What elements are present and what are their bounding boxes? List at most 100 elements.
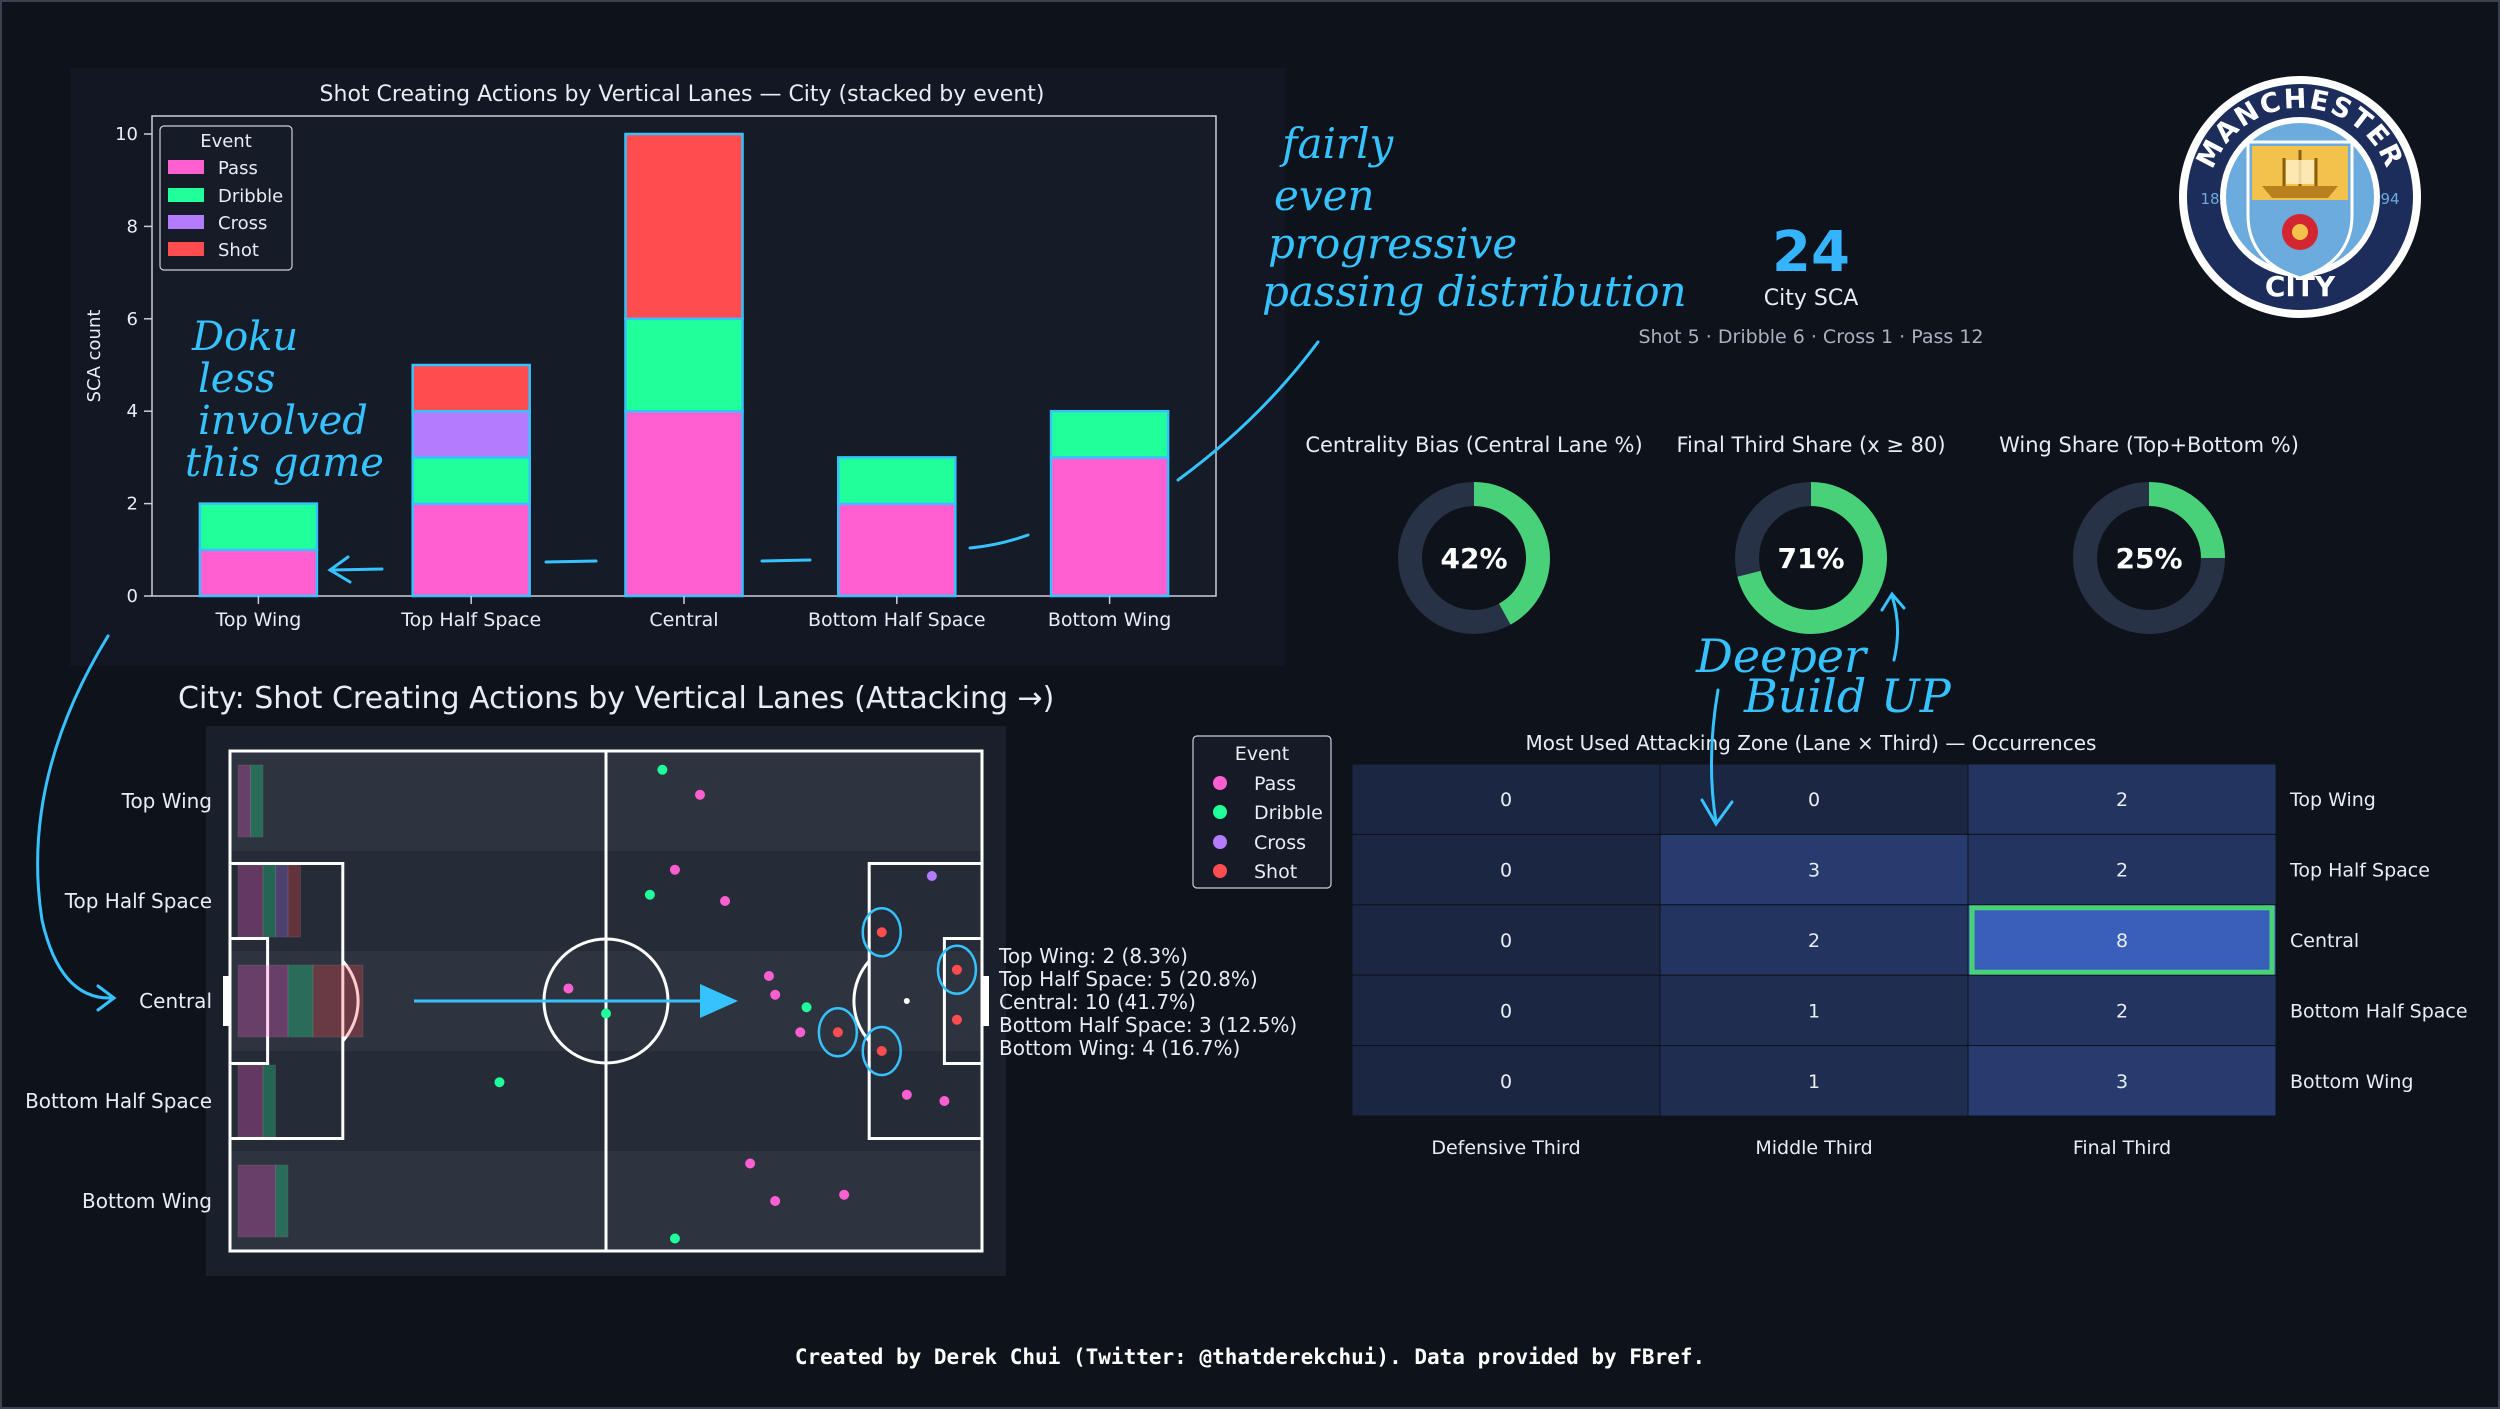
lane-label: Top Wing <box>121 789 212 813</box>
heatmap-cell <box>1659 833 1969 906</box>
curve-arrow-icon <box>1176 340 1320 482</box>
pitch <box>223 749 989 1253</box>
heatmap-cell <box>1351 974 1661 1047</box>
bar-legend-pass: Pass <box>218 158 258 179</box>
x-tick-label: Central <box>649 609 718 631</box>
y-tick-label: 0 <box>127 586 138 607</box>
left-six-yard-box <box>228 937 270 1065</box>
heatmap-row-label: Bottom Wing <box>2290 1071 2413 1093</box>
heatmap-col-label: Defensive Third <box>1431 1137 1580 1159</box>
sca-point-pass <box>770 1196 781 1206</box>
lane-label: Bottom Wing <box>82 1189 212 1213</box>
bar-segment-pass <box>624 409 744 598</box>
lane-stat: Central: 10 (41.7%) <box>999 990 1196 1014</box>
heatmap-cell-value: 3 <box>1808 860 1820 882</box>
bar-legend-shot: Shot <box>218 240 259 261</box>
lane-bar-dribble <box>250 764 264 838</box>
bar-chart-title: Shot Creating Actions by Vertical Lanes … <box>320 82 1045 107</box>
heatmap-cell-value: 0 <box>1500 930 1512 952</box>
crest-ship-icon <box>2262 186 2338 198</box>
lane-stat: Top Half Space: 5 (20.8%) <box>998 967 1258 991</box>
heatmap-cell-value: 0 <box>1500 1000 1512 1022</box>
left-curve-arrow-icon <box>36 634 114 1000</box>
heatmap-cell-value: 0 <box>1500 1071 1512 1093</box>
lane-stat: Bottom Half Space: 3 (12.5%) <box>999 1013 1297 1037</box>
heatmap-cell-value: 2 <box>2116 789 2128 811</box>
heatmap-cell <box>1967 974 2277 1047</box>
pitch-lane-labels: Top Wing Top Half Space Central Bottom Half… <box>25 789 212 1213</box>
donut-value: 42% <box>1440 542 1507 575</box>
bar-chart-legend: Event Pass Dribble Cross Shot <box>159 125 293 271</box>
heatmap-cell <box>1967 833 2277 906</box>
crest-year-right: 94 <box>2380 190 2399 208</box>
shot-highlight-circle <box>817 1007 859 1058</box>
pitch-title: City: Shot Creating Actions by Vertical … <box>178 681 1054 716</box>
heatmap-cell <box>1967 1045 2277 1117</box>
sca-point-dribble <box>657 764 668 775</box>
heatmap-highlight <box>1969 905 2275 975</box>
heatmap-cell <box>1659 1045 1969 1117</box>
lane-bar-shot <box>312 964 364 1038</box>
heatmap: 0 0 2 Top Wing 0 3 2 Top Half Space 0 2 8 Central 0 1… <box>1351 763 2468 1159</box>
heatmap-cell-value: 0 <box>1500 789 1512 811</box>
y-tick-label: 4 <box>127 401 138 422</box>
sca-point-pass <box>695 789 705 800</box>
lane-stats: Top Wing: 2 (8.3%)Top Half Space: 5 (20.… <box>998 944 1297 1060</box>
bar-segment-pass <box>1049 456 1170 598</box>
bar-segment-cross <box>411 409 531 459</box>
x-tick-label: Bottom Wing <box>1048 609 1171 631</box>
kpi-value: 24 <box>1772 220 1850 285</box>
bar-segment-pass <box>837 502 957 598</box>
bar-segment-pass <box>411 502 531 598</box>
bar-legend-title: Event <box>200 131 252 152</box>
lane-label: Central <box>139 989 212 1013</box>
heatmap-row-label: Bottom Half Space <box>2290 1000 2468 1022</box>
sca-point-pass <box>720 896 731 906</box>
lane-bar-pass <box>237 1164 276 1238</box>
bar-gap-strokes <box>544 533 1030 564</box>
lane-bar-dribble <box>275 1164 289 1238</box>
pitch-legend-shot: Shot <box>1254 861 1297 883</box>
lane-bar-dribble <box>287 964 314 1038</box>
sca-point-shot <box>951 1014 962 1025</box>
lane-bar-pass <box>237 864 264 938</box>
attack-direction-arrow-icon <box>700 984 738 1018</box>
heatmap-cell-value: 2 <box>1808 930 1820 952</box>
bar-segment-dribble <box>411 456 531 505</box>
annotation-passing: fairly even progressive passing distribu… <box>1176 119 1687 482</box>
club-crest: MANCHESTER CITY 18 94 <box>2179 76 2421 318</box>
lane-bar-pass <box>237 764 251 838</box>
annotation-doku: Doku less involved this game <box>185 314 384 584</box>
heatmap-cell <box>1967 763 2277 835</box>
bar-segment-shot <box>411 363 531 413</box>
y-tick-label: 8 <box>127 216 138 237</box>
y-tick-label: 6 <box>127 309 138 330</box>
shot-highlight-circle <box>861 1025 902 1077</box>
crest-year-left: 18 <box>2200 190 2219 208</box>
donut-title: Final Third Share (x ≥ 80) <box>1676 433 1945 457</box>
annotation-passing-text: fairly even progressive passing distribu… <box>1262 119 1687 316</box>
bar-chart-y-axis: 0 2 4 6 8 10 <box>115 124 152 607</box>
y-tick-label: 10 <box>115 124 138 145</box>
sca-point-pass <box>795 1027 806 1038</box>
sca-point-shot <box>876 1046 887 1056</box>
y-tick-label: 2 <box>127 494 138 515</box>
heatmap-cell <box>1967 904 2277 976</box>
sca-point-pass <box>745 1158 756 1169</box>
pitch-legend-title: Event <box>1235 743 1289 765</box>
heatmap-row-label: Top Wing <box>2289 789 2376 811</box>
sca-point-shot <box>876 927 887 938</box>
left-penalty-arc <box>341 960 360 1042</box>
donut-value: 71% <box>1777 542 1844 575</box>
x-tick-label: Bottom Half Space <box>808 609 986 631</box>
heatmap-cell <box>1351 763 1661 835</box>
pitch-legend-pass-marker <box>1213 776 1227 790</box>
bar-chart-bars <box>198 132 1170 598</box>
heatmap-cell-value: 1 <box>1808 1000 1820 1022</box>
sca-point-pass <box>770 989 781 1000</box>
pitch-legend-pass: Pass <box>1254 773 1296 795</box>
donut-title: Wing Share (Top+Bottom %) <box>1999 433 2299 457</box>
pitch-legend-cross: Cross <box>1254 832 1306 854</box>
